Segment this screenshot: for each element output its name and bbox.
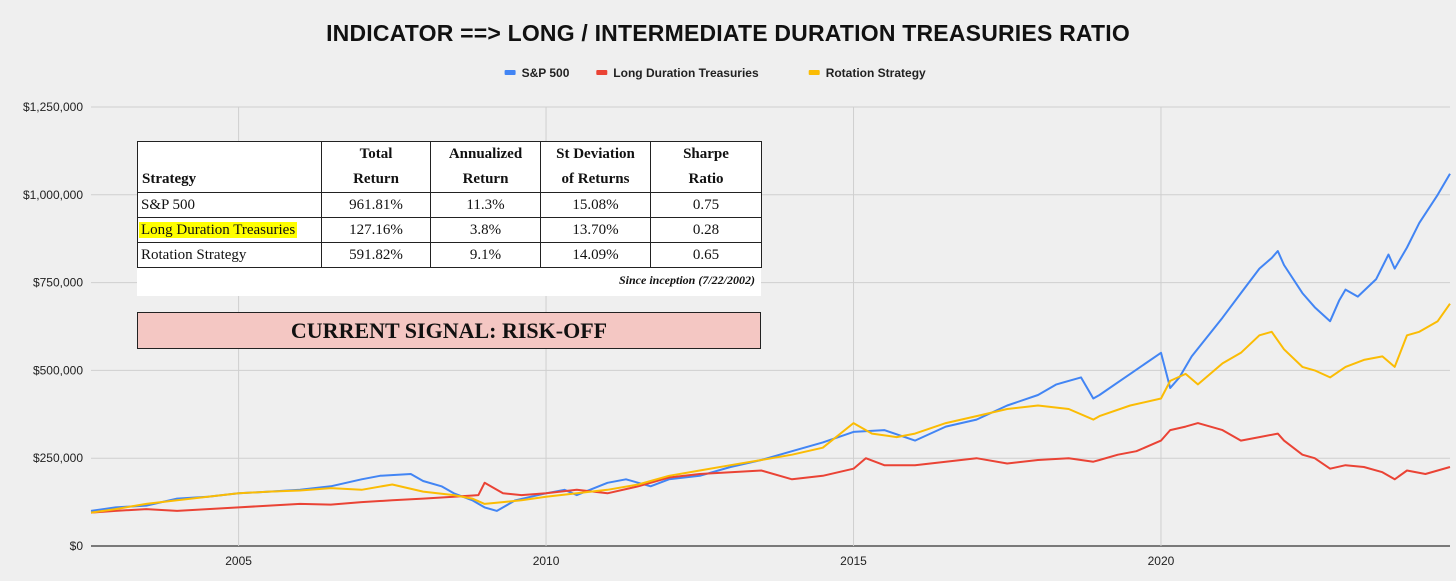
axes: $0 $250,000 $500,000 $750,000 $1,000,000 $1,2… <box>23 100 1175 568</box>
legend-label: Long Duration Treasuries <box>613 66 759 80</box>
current-signal-banner: CURRENT SIGNAL: RISK-OFF <box>137 312 761 349</box>
legend-label: S&P 500 <box>522 66 570 80</box>
cell-st-deviation: 15.08% <box>540 192 651 218</box>
cell-strategy: S&P 500 <box>137 192 322 218</box>
header-sharpe-ratio: Sharpe Ratio <box>650 141 762 193</box>
cell-sharpe-ratio: 0.28 <box>650 217 762 243</box>
y-tick-label: $1,250,000 <box>23 100 83 114</box>
cell-annualized-return: 11.3% <box>430 192 541 218</box>
series-line-rotation-strategy <box>90 303 1451 514</box>
y-tick-label: $1,000,000 <box>23 188 83 202</box>
y-tick-label: $500,000 <box>33 363 83 377</box>
cell-total-return: 591.82% <box>321 242 431 268</box>
header-annualized-return: Annualized Return <box>430 141 541 193</box>
cell-sharpe-ratio: 0.75 <box>650 192 762 218</box>
x-tick-label: 2005 <box>225 554 252 568</box>
chart-title: INDICATOR ==> LONG / INTERMEDIATE DURATI… <box>326 20 1130 46</box>
cell-strategy: Long Duration Treasuries <box>137 217 322 243</box>
x-tick-label: 2015 <box>840 554 867 568</box>
inception-note: Since inception (7/22/2002) <box>137 268 761 296</box>
x-tick-label: 2020 <box>1148 554 1175 568</box>
legend-swatch <box>504 70 516 75</box>
table-header-row: Strategy Total Return Annualized Return St… <box>137 141 762 193</box>
table-row: Long Duration Treasuries 127.16% 3.8% 13… <box>137 217 762 243</box>
header-total-return: Total Return <box>321 141 431 193</box>
series-lines <box>90 173 1451 514</box>
y-tick-label: $750,000 <box>33 276 83 290</box>
table-row: S&P 500 961.81% 11.3% 15.08% 0.75 <box>137 192 762 218</box>
stats-table: Strategy Total Return Annualized Return St… <box>137 141 762 268</box>
cell-strategy: Rotation Strategy <box>137 242 322 268</box>
header-strategy: Strategy <box>137 141 322 193</box>
legend: S&P 500 Long Duration Treasuries Rotation … <box>504 66 926 80</box>
cell-total-return: 127.16% <box>321 217 431 243</box>
highlighted-strategy: Long Duration Treasuries <box>139 221 298 238</box>
x-tick-label: 2010 <box>533 554 560 568</box>
y-tick-label: $250,000 <box>33 451 83 465</box>
legend-swatch <box>596 70 608 75</box>
cell-annualized-return: 3.8% <box>430 217 541 243</box>
cell-annualized-return: 9.1% <box>430 242 541 268</box>
series-line-s-p-500 <box>90 173 1451 512</box>
cell-st-deviation: 14.09% <box>540 242 651 268</box>
cell-sharpe-ratio: 0.65 <box>650 242 762 268</box>
series-line-long-duration-treasuries <box>90 422 1451 514</box>
legend-swatch <box>808 70 820 75</box>
y-tick-label: $0 <box>70 539 84 553</box>
cell-st-deviation: 13.70% <box>540 217 651 243</box>
cell-total-return: 961.81% <box>321 192 431 218</box>
header-st-deviation: St Deviation of Returns <box>540 141 651 193</box>
stats-panel: Strategy Total Return Annualized Return St… <box>137 141 762 349</box>
table-row: Rotation Strategy 591.82% 9.1% 14.09% 0.… <box>137 242 762 268</box>
legend-label: Rotation Strategy <box>826 66 926 80</box>
